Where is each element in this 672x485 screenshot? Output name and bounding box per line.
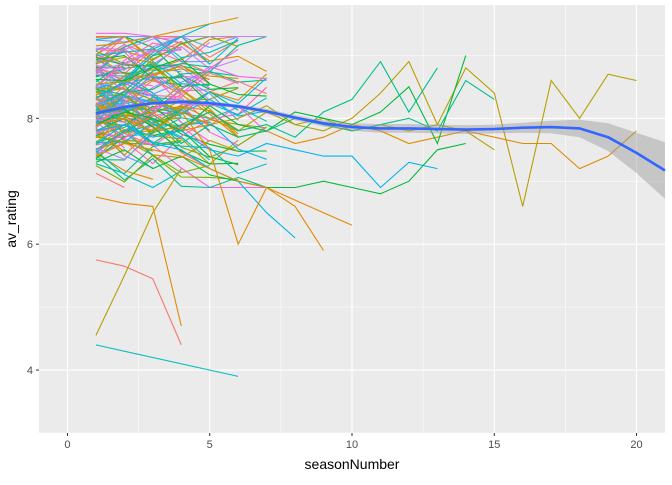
x-axis-title: seasonNumber [305, 456, 400, 472]
series-line [95, 150, 182, 189]
series-line [95, 104, 239, 139]
x-tick-label: 0 [64, 439, 70, 451]
x-tick-label: 10 [346, 439, 358, 451]
series-line [95, 138, 267, 189]
x-tick-label: 20 [630, 439, 642, 451]
series-line [95, 48, 125, 53]
series-line [95, 128, 239, 181]
series-line [95, 23, 210, 56]
series-line [95, 105, 182, 129]
series-line [95, 65, 267, 133]
series-line [95, 35, 154, 62]
y-tick-label: 6 [27, 239, 33, 251]
series-line [95, 124, 296, 239]
series-line [95, 32, 182, 44]
series-line [95, 114, 125, 124]
series-line [95, 129, 125, 153]
series-line [95, 62, 210, 96]
series-line [95, 49, 182, 88]
series-line [95, 96, 211, 126]
series-line [95, 125, 210, 169]
y-tick-label: 8 [27, 113, 33, 125]
y-axis-title: av_rating [3, 190, 19, 248]
series-line [95, 123, 438, 189]
series-line [95, 117, 210, 142]
series-line [95, 142, 125, 155]
smooth-line [95, 100, 666, 172]
series-line [95, 196, 182, 327]
series-line [95, 35, 239, 108]
smooth-layer [95, 100, 666, 199]
series-line [95, 107, 239, 166]
series-line [95, 142, 353, 226]
series-line [95, 154, 267, 189]
series-lines [95, 17, 637, 377]
series-line [95, 344, 239, 377]
series-line [95, 129, 239, 165]
series-line [95, 168, 182, 336]
series-line [95, 35, 267, 107]
series-line [95, 36, 182, 51]
x-tick-label: 15 [488, 439, 500, 451]
series-line [95, 142, 466, 195]
series-line [95, 50, 125, 65]
x-tick-label: 5 [207, 439, 213, 451]
y-tick-label: 4 [27, 365, 33, 377]
series-line [95, 136, 125, 160]
series-line [95, 68, 239, 85]
confidence-ribbon [95, 100, 665, 199]
series-line [95, 94, 182, 122]
series-line [95, 154, 210, 183]
series-line [95, 67, 125, 91]
series-line [95, 111, 324, 251]
series-line [95, 58, 211, 85]
series-line [95, 259, 182, 346]
series-line [95, 42, 182, 88]
axes: 0 5 10 15 20 4 6 8 [27, 113, 643, 451]
series-line [95, 35, 239, 64]
series-line [95, 172, 125, 188]
series-line [95, 55, 467, 145]
series-line [95, 17, 239, 47]
series-line [95, 70, 239, 98]
series-line [95, 75, 182, 106]
